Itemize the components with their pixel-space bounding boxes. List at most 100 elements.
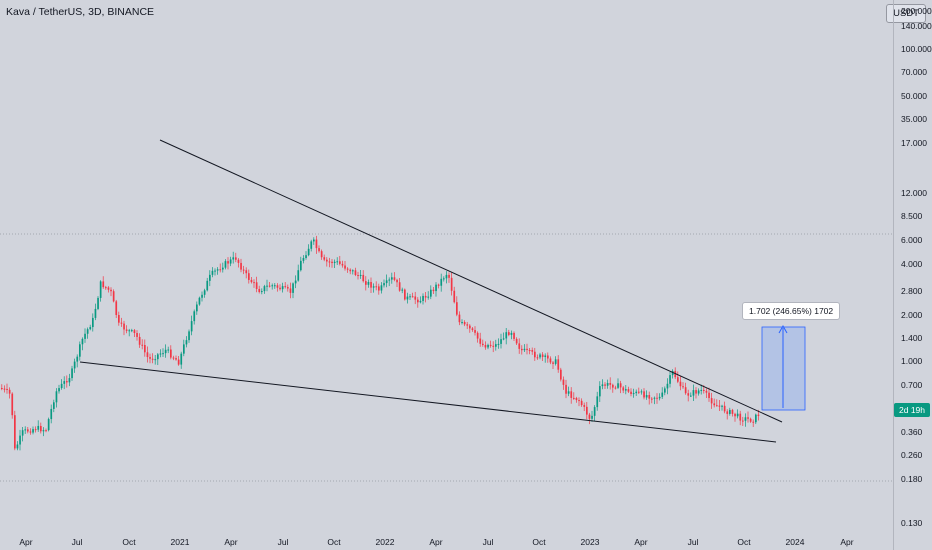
candle-body — [609, 383, 612, 385]
candle-body — [755, 414, 757, 423]
price-tick-label: 140.000 — [901, 21, 932, 31]
candle-body — [292, 283, 294, 293]
candle-body — [45, 430, 47, 432]
candle-body — [107, 287, 110, 290]
candle-body — [258, 288, 261, 293]
price-tick-label: 12.000 — [901, 188, 927, 198]
candle-body — [630, 391, 632, 394]
candle-body — [211, 270, 214, 275]
candle-body — [365, 281, 367, 285]
candle-body — [118, 315, 120, 323]
candle-body — [232, 257, 235, 260]
candle-body — [79, 344, 81, 357]
candle-body — [8, 389, 11, 394]
countdown-tag: 2d 19h — [894, 403, 930, 417]
candle-body — [305, 255, 307, 259]
candle-body — [744, 417, 747, 421]
candle-body — [219, 269, 222, 271]
candle-body — [497, 343, 500, 345]
candle-body — [183, 344, 185, 354]
price-tick-label: 17.000 — [901, 138, 927, 148]
price-tick-label: 70.000 — [901, 67, 927, 77]
candle-body — [284, 286, 287, 288]
price-tick-label: 4.000 — [901, 259, 923, 269]
candle-body — [437, 284, 440, 286]
time-tick-label: Apr — [429, 537, 443, 547]
candle-body — [14, 415, 16, 449]
symbol-title[interactable]: Kava / TetherUS, 3D, BINANCE — [6, 6, 155, 18]
candle-body — [705, 390, 708, 393]
candle-body — [749, 418, 752, 422]
price-tick-label: 50.000 — [901, 91, 927, 101]
candle-body — [731, 409, 734, 414]
candle-body — [648, 395, 651, 399]
candle-body — [591, 415, 593, 419]
candle-body — [518, 343, 521, 349]
candle-body — [599, 386, 601, 397]
candle-body — [757, 414, 760, 417]
candle-body — [510, 332, 513, 335]
candle-body — [214, 270, 216, 272]
candle-body — [180, 353, 183, 365]
candle-body — [398, 282, 401, 291]
candle-body — [97, 297, 99, 309]
candle-body — [81, 338, 84, 345]
candle-body — [528, 349, 531, 351]
candle-body — [627, 389, 630, 392]
candle-body — [463, 322, 466, 325]
candle-body — [466, 324, 469, 326]
candle-body — [162, 353, 164, 355]
candle-body — [112, 291, 115, 302]
candle-body — [383, 283, 385, 286]
candle-body — [643, 391, 645, 398]
candle-body — [375, 286, 378, 288]
currency-button[interactable]: USDT — [886, 4, 926, 23]
time-tick-label: Apr — [840, 537, 854, 547]
candle-body — [297, 270, 300, 281]
price-tick-label: 0.130 — [901, 518, 923, 528]
candle-body — [544, 355, 547, 357]
candle-body — [294, 280, 297, 284]
candle-body — [310, 241, 313, 249]
candle-body — [346, 268, 349, 270]
candle-body — [313, 239, 315, 242]
candle-body — [302, 258, 305, 261]
candle-body — [359, 274, 362, 276]
candle-body — [154, 359, 157, 361]
time-tick-label: Jul — [482, 537, 494, 547]
candle-body — [235, 257, 237, 260]
candle-body — [414, 296, 417, 300]
candle-body — [157, 354, 159, 360]
candle-body — [167, 349, 170, 351]
candle-body — [349, 269, 352, 272]
candle-body — [580, 400, 583, 406]
candle-body — [747, 417, 749, 419]
candle-body — [562, 379, 565, 385]
candle-body — [245, 270, 248, 274]
candle-body — [682, 386, 684, 388]
candle-body — [133, 330, 136, 334]
candle-body — [105, 287, 107, 289]
candle-body — [378, 286, 380, 291]
candle-body — [307, 248, 310, 256]
candle-body — [362, 274, 365, 282]
candle-body — [263, 286, 266, 292]
candle-body — [393, 277, 396, 280]
candle-body — [614, 387, 617, 389]
candle-body — [687, 393, 690, 396]
candle-body — [430, 289, 432, 297]
candle-body — [216, 269, 219, 271]
candle-body — [11, 393, 14, 416]
candle-body — [482, 343, 484, 346]
price-tick-label: 0.360 — [901, 427, 923, 437]
candle-body — [692, 390, 695, 396]
candle-body — [240, 262, 242, 270]
time-tick-label: Jul — [71, 537, 83, 547]
time-tick-label: 2021 — [170, 537, 190, 547]
candle-body — [391, 277, 393, 280]
candle-body — [315, 239, 318, 249]
candle-body — [89, 327, 92, 330]
price-tick-label: 35.000 — [901, 114, 927, 124]
